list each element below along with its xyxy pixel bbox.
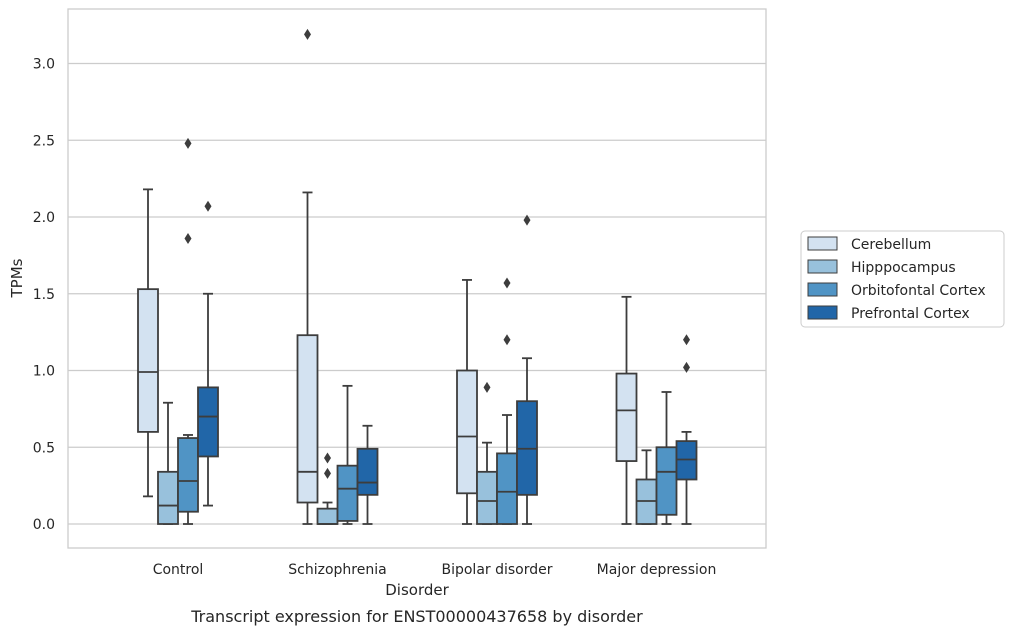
legend-label: Cerebellum [851,237,931,253]
box-iqr [157,470,179,525]
box-orbitofontal-cortex-control [177,137,199,525]
box-cerebellum-major-depression [615,295,638,525]
legend-label: Hipppocampus [851,260,956,276]
box-iqr [496,452,518,525]
box-orbitofontal-cortex-major-depression [655,391,678,525]
box-prefrontal-cortex-control [197,200,219,507]
outlier-point [483,381,491,393]
box-cerebellum-bipolar-disorder [456,279,478,525]
box-iqr [356,447,379,496]
box-iqr [316,507,339,525]
y-tick-label: 1.5 [33,287,55,303]
box-iqr [177,437,199,513]
legend: Cerebellum Hipppocampus Orbitofontal Corte… [800,230,1005,328]
outlier-point [503,277,511,289]
box-prefrontal-cortex-major-depression [675,334,698,525]
outlier-point [683,361,690,373]
x-tick-labels: Control Schizophrenia Bipolar disorder Majo… [153,562,717,578]
box-iqr [336,464,359,522]
y-axis-label: TPMs [8,258,26,298]
legend-item-hipppocampus: Hipppocampus [807,259,956,276]
box-orbitofontal-cortex-schizophrenia [336,384,359,525]
box-prefrontal-cortex-schizophrenia [356,424,379,525]
box-cerebellum-control [137,188,159,498]
legend-item-orbitofontal-cortex: Orbitofontal Cortex [807,282,986,299]
legend-label: Orbitofontal Cortex [851,283,986,299]
outlier-point [204,200,212,212]
outlier-point [523,214,531,226]
legend-swatch [807,282,838,297]
plot-frame [67,8,767,549]
legend-swatch [807,236,838,251]
y-tick-label: 2.5 [33,133,55,149]
outlier-point [324,467,331,479]
y-tick-label: 0.0 [33,517,55,533]
box-iqr [476,470,498,525]
chart-caption: Transcript expression for ENST0000043765… [190,607,643,626]
outlier-point [184,137,192,149]
legend-swatch [807,259,838,274]
box-hipppocampus-control [157,401,179,525]
box-iqr [197,386,219,458]
box-orbitofontal-cortex-bipolar-disorder [496,277,518,525]
y-tick-label: 3.0 [33,57,55,73]
x-tick-label: Control [153,562,204,578]
box-iqr [137,288,159,433]
outlier-point [184,232,192,244]
legend-frame [800,230,1005,328]
y-tick-label: 2.0 [33,210,55,226]
outlier-point [683,334,690,346]
outlier-point [324,452,331,464]
box-prefrontal-cortex-bipolar-disorder [516,214,538,525]
x-axis-label: Disorder [385,581,449,599]
box-series [137,28,698,525]
outlier-point [503,334,511,346]
legend-item-prefrontal-cortex: Prefrontal Cortex [807,305,970,322]
x-tick-label: Bipolar disorder [441,562,552,578]
box-iqr [655,446,678,516]
box-iqr [456,369,478,495]
x-tick-label: Major depression [597,562,717,578]
legend-swatch [807,305,838,320]
outlier-point [304,28,311,40]
y-tick-labels: 0.0 0.5 1.0 1.5 2.0 2.5 3.0 [33,57,55,534]
y-tick-label: 1.0 [33,364,55,380]
legend-item-cerebellum: Cerebellum [807,236,931,253]
box-hipppocampus-schizophrenia [316,452,339,525]
x-tick-label: Schizophrenia [288,562,386,578]
box-iqr [615,372,638,462]
y-tick-label: 0.5 [33,440,55,456]
box-cerebellum-schizophrenia [296,28,319,525]
legend-label: Prefrontal Cortex [851,306,970,322]
box-iqr [296,334,319,504]
